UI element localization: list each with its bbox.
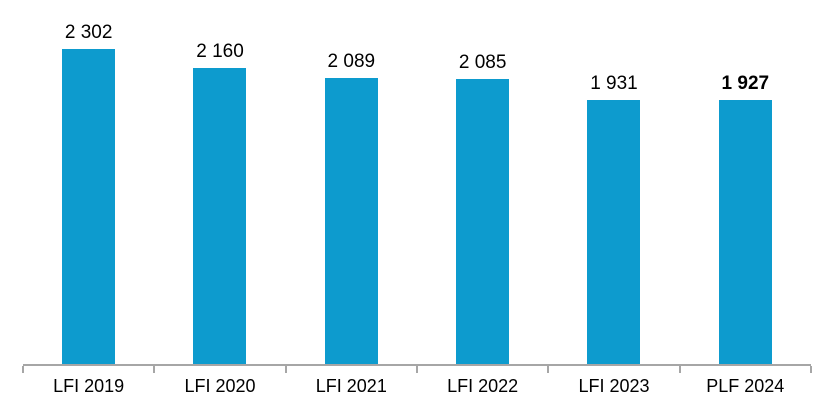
bar-value-label: 1 931 bbox=[590, 73, 638, 94]
x-axis-tick bbox=[416, 366, 418, 373]
x-axis-category-label: LFI 2023 bbox=[578, 376, 650, 396]
bar-column: 1 931 bbox=[548, 72, 679, 364]
x-axis-category-label: PLF 2024 bbox=[706, 376, 785, 396]
x-axis-line bbox=[22, 364, 812, 373]
bar bbox=[718, 100, 772, 364]
bar-column: 2 160 bbox=[154, 40, 285, 364]
bar-value-label: 2 160 bbox=[196, 41, 244, 62]
x-axis-tick bbox=[284, 366, 287, 373]
plot-area: 2 302 2 160 2 089 2 085 1 931 1 927 bbox=[23, 0, 811, 364]
x-axis-category-label: LFI 2019 bbox=[53, 376, 125, 396]
bar bbox=[324, 78, 378, 364]
x-axis-category-label: LFI 2022 bbox=[447, 376, 519, 396]
bar-value-label: 2 302 bbox=[64, 22, 113, 43]
bar-value-label: 2 085 bbox=[458, 52, 507, 73]
bar bbox=[456, 79, 510, 364]
bar-column: 2 085 bbox=[417, 51, 548, 364]
bar-value-label: 2 089 bbox=[327, 51, 376, 72]
bar-column: 1 927 bbox=[680, 72, 811, 364]
x-axis-tick bbox=[22, 366, 24, 373]
bar-column: 2 302 bbox=[23, 21, 154, 364]
x-axis-category-label: LFI 2020 bbox=[184, 376, 256, 396]
bar bbox=[587, 100, 641, 364]
x-axis-tick bbox=[153, 366, 156, 373]
bar-column: 2 089 bbox=[286, 50, 417, 364]
bar-chart: 2 302 2 160 2 089 2 085 1 931 1 927 LFI 2019 L… bbox=[22, 0, 812, 413]
x-axis-tick bbox=[678, 366, 681, 373]
x-axis-labels: LFI 2019 LFI 2020 LFI 2021 LFI 2022 LFI 2023… bbox=[23, 375, 811, 397]
x-axis-tick bbox=[547, 366, 550, 373]
bar bbox=[193, 68, 247, 364]
x-axis-category-label: LFI 2021 bbox=[315, 376, 387, 396]
bar bbox=[62, 49, 116, 364]
bar-value-label: 1 927 bbox=[721, 73, 770, 94]
x-axis-tick bbox=[810, 366, 812, 373]
